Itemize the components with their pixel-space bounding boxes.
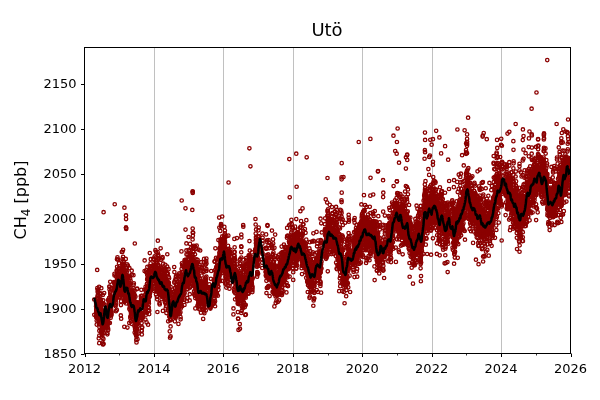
y-tick-label: 1850	[27, 346, 77, 361]
x-tick-label: 2016	[193, 361, 253, 376]
y-tick-label: 2000	[27, 211, 77, 226]
y-tick-label: 1900	[27, 301, 77, 316]
figure: Utö CH4 [ppb] 20122014201620182020202220…	[0, 0, 600, 400]
y-tick-label: 2050	[27, 166, 77, 181]
x-tick-label: 2024	[471, 361, 531, 376]
x-tick-label: 2012	[55, 361, 115, 376]
y-tick-label: 2150	[27, 76, 77, 91]
x-tick-label: 2026	[541, 361, 600, 376]
y-tick-label: 1950	[27, 256, 77, 271]
x-tick-label: 2022	[402, 361, 462, 376]
x-tick-label: 2018	[263, 361, 323, 376]
chart-title: Utö	[84, 19, 570, 40]
x-tick-label: 2014	[124, 361, 184, 376]
y-tick-label: 2100	[27, 121, 77, 136]
plot-canvas	[0, 0, 600, 400]
x-tick-label: 2020	[332, 361, 392, 376]
